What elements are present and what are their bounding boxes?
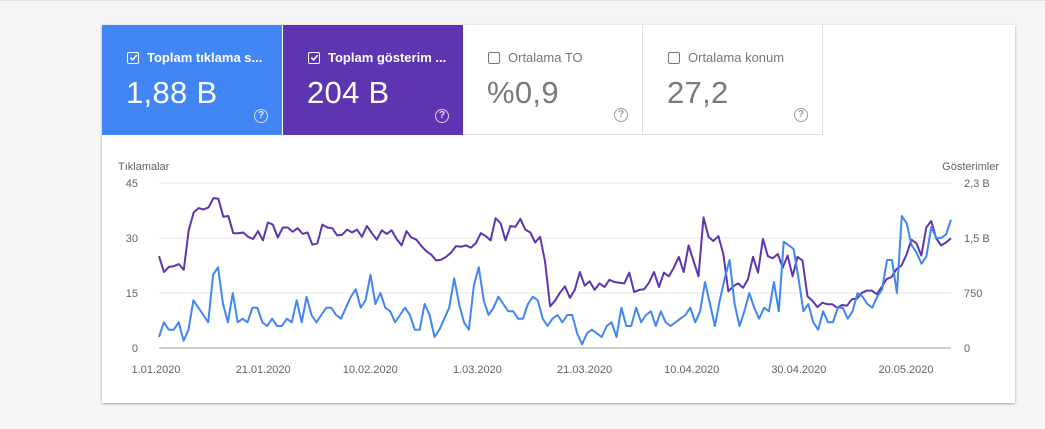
right-tick-label: 750 bbox=[964, 288, 982, 300]
top-divider bbox=[0, 0, 1045, 1]
performance-card: Toplam tıklama s... 1,88 B ? Toplam göst… bbox=[102, 25, 1015, 403]
chart-series bbox=[158, 197, 952, 346]
metric-label: Ortalama konum bbox=[688, 50, 785, 65]
right-tick-label: 2,3 B bbox=[964, 178, 990, 190]
checkbox-checked-icon[interactable] bbox=[127, 51, 139, 64]
metric-value: 1,88 B bbox=[126, 75, 218, 110]
metric-tile-clicks[interactable]: Toplam tıklama s... 1,88 B ? bbox=[102, 25, 282, 135]
metric-label: Toplam gösterim ... bbox=[328, 50, 447, 65]
performance-chart: Tıklamalar Gösterimler 0 0 15 750 30 1,5 B 45 2… bbox=[118, 161, 999, 376]
x-tick-label: 30.04.2020 bbox=[771, 364, 826, 376]
metric-label: Toplam tıklama s... bbox=[147, 50, 263, 65]
left-tick-label: 30 bbox=[126, 233, 138, 245]
left-tick-label: 0 bbox=[132, 343, 138, 355]
x-tick-label: 21.01.2020 bbox=[236, 364, 291, 376]
series-line-clicks bbox=[158, 215, 952, 346]
metric-label: Ortalama TO bbox=[508, 50, 583, 65]
help-icon[interactable]: ? bbox=[254, 109, 268, 123]
metric-value: 204 B bbox=[307, 75, 390, 110]
right-tick-label: 1,5 B bbox=[964, 233, 990, 245]
help-icon[interactable]: ? bbox=[435, 109, 449, 123]
metric-header: Toplam tıklama s... bbox=[127, 50, 262, 65]
right-axis-title: Gösterimler bbox=[942, 161, 999, 173]
help-icon[interactable]: ? bbox=[794, 108, 808, 122]
left-axis-title: Tıklamalar bbox=[118, 161, 170, 173]
x-tick-label: 20.05.2020 bbox=[878, 364, 933, 376]
metric-value: 27,2 bbox=[667, 75, 729, 110]
left-tick-label: 45 bbox=[126, 178, 138, 190]
chart-gridlines bbox=[159, 182, 951, 349]
metric-value: %0,9 bbox=[487, 75, 559, 110]
chart-tick-labels: 0 0 15 750 30 1,5 B 45 2,3 B 1.01.2020 21.01.2020… bbox=[126, 178, 990, 376]
left-tick-label: 15 bbox=[126, 288, 138, 300]
x-tick-label: 1.03.2020 bbox=[453, 364, 502, 376]
x-tick-label: 10.04.2020 bbox=[664, 364, 719, 376]
series-line-impressions bbox=[158, 197, 952, 309]
x-tick-label: 21.03.2020 bbox=[557, 364, 612, 376]
x-tick-label: 1.01.2020 bbox=[132, 364, 181, 376]
metric-header: Ortalama TO bbox=[488, 50, 583, 65]
x-tick-label: 10.02.2020 bbox=[343, 364, 398, 376]
help-icon[interactable]: ? bbox=[614, 108, 628, 122]
checkbox-unchecked-icon[interactable] bbox=[668, 51, 680, 64]
checkbox-checked-icon[interactable] bbox=[308, 51, 320, 64]
metric-tile-ctr[interactable]: Ortalama TO %0,9 ? bbox=[463, 25, 643, 135]
right-tick-label: 0 bbox=[964, 343, 970, 355]
checkbox-unchecked-icon[interactable] bbox=[488, 51, 500, 64]
metric-header: Toplam gösterim ... bbox=[308, 50, 446, 65]
metric-header: Ortalama konum bbox=[668, 50, 784, 65]
metric-tile-impressions[interactable]: Toplam gösterim ... 204 B ? bbox=[283, 25, 463, 135]
metric-tiles: Toplam tıklama s... 1,88 B ? Toplam göst… bbox=[102, 25, 823, 135]
metric-tile-position[interactable]: Ortalama konum 27,2 ? bbox=[643, 25, 823, 135]
